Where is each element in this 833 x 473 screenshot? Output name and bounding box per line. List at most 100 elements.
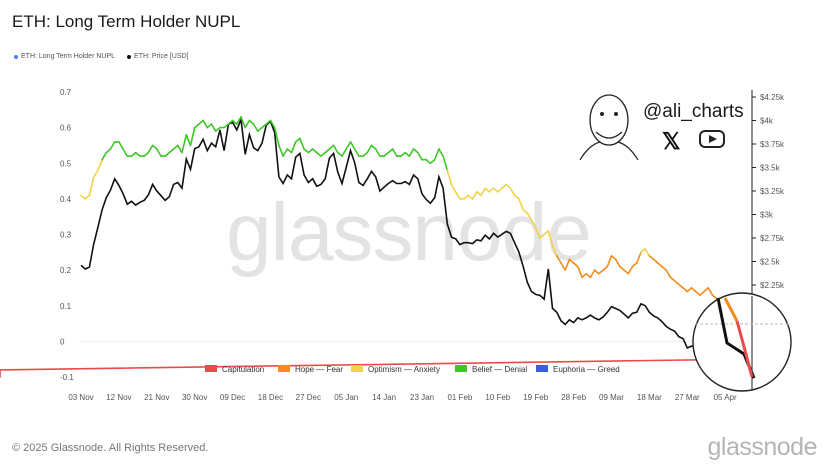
nupl-segment xyxy=(156,148,162,157)
avatar-shoulders xyxy=(579,141,639,161)
x-tick-label: 27 Mar xyxy=(675,393,700,402)
nupl-segment xyxy=(543,230,550,236)
nupl-segment xyxy=(290,141,297,154)
nupl-segment xyxy=(610,255,617,261)
legend-swatch xyxy=(455,365,467,372)
nupl-segment xyxy=(400,151,407,157)
nupl-segment xyxy=(336,151,343,157)
left-tick-label: 0.2 xyxy=(60,266,72,275)
nupl-segment xyxy=(265,119,272,125)
nupl-segment xyxy=(278,144,284,157)
right-tick-label: $4k xyxy=(760,117,774,126)
nupl-segment xyxy=(522,208,529,214)
nupl-segment xyxy=(623,269,630,275)
nupl-segment xyxy=(652,258,659,264)
x-tick-label: 18 Mar xyxy=(637,393,662,402)
legend-label: Belief — Denial xyxy=(472,365,527,374)
right-tick-label: $2.25k xyxy=(760,281,785,290)
nupl-segment xyxy=(673,279,680,286)
chart-title: ETH: Long Term Holder NUPL xyxy=(12,12,241,31)
nupl-segment xyxy=(366,144,373,154)
avatar-eye-right xyxy=(614,112,618,116)
nupl-segment xyxy=(442,155,449,172)
nupl-segment xyxy=(711,294,718,300)
nupl-segment xyxy=(425,158,432,165)
nupl-segment xyxy=(172,144,179,150)
nupl-segment xyxy=(206,123,213,129)
nupl-segment xyxy=(341,148,348,157)
nupl-segment xyxy=(353,148,360,157)
top-legend: ETH: Long Term Holder NUPL ETH: Price [U… xyxy=(14,53,188,60)
nupl-segment xyxy=(294,137,301,143)
nupl-segment xyxy=(404,151,411,157)
legend-swatch xyxy=(536,365,548,372)
nupl-segment xyxy=(223,123,230,129)
nupl-segment xyxy=(349,141,356,150)
nupl-segment xyxy=(109,141,116,150)
nupl-segment xyxy=(122,148,129,157)
x-tick-label: 14 Jan xyxy=(372,393,396,402)
right-tick-label: $2.75k xyxy=(760,234,785,243)
x-tick-label: 18 Dec xyxy=(258,393,283,402)
legend-swatch xyxy=(351,365,363,372)
avatar xyxy=(579,94,639,161)
nupl-segment xyxy=(315,151,322,157)
left-tick-label: 0.3 xyxy=(60,231,72,240)
nupl-segment xyxy=(303,148,310,154)
nupl-segment xyxy=(0,358,743,371)
nupl-segment xyxy=(471,191,478,200)
nupl-segment xyxy=(682,287,689,293)
nupl-segment xyxy=(644,248,651,257)
x-tick-label: 30 Nov xyxy=(182,393,207,402)
nupl-segment xyxy=(669,276,676,282)
legend-nupl[interactable]: ETH: Long Term Holder NUPL xyxy=(14,53,115,60)
nupl-segment xyxy=(581,272,588,279)
legend-label: Capitulation xyxy=(222,365,264,374)
nupl-segment xyxy=(496,187,503,193)
x-tick-label: 09 Dec xyxy=(220,393,245,402)
nupl-segment xyxy=(619,265,625,271)
x-logo-icon[interactable]: 𝕏 xyxy=(662,128,681,154)
nupl-segment xyxy=(438,148,444,157)
legend-label: Optimism — Anxiety xyxy=(368,365,440,374)
nupl-segment xyxy=(185,134,192,147)
nupl-segment xyxy=(143,151,150,157)
nupl-segment xyxy=(635,251,642,264)
nupl-segment xyxy=(198,119,204,125)
brand-logo: glassnode xyxy=(707,433,818,461)
nupl-segment xyxy=(488,187,495,193)
right-tick-label: $3.25k xyxy=(760,187,785,196)
nupl-segment xyxy=(513,194,520,200)
nupl-segment xyxy=(560,262,567,271)
x-tick-label: 27 Dec xyxy=(296,393,321,402)
x-tick-label: 19 Feb xyxy=(523,393,548,402)
nupl-segment xyxy=(248,119,255,125)
nupl-segment xyxy=(640,248,647,254)
nupl-segment xyxy=(450,183,457,193)
left-axis-ticks: 0.7 0.6 0.5 0.4 0.3 0.2 0.1 0 -0.1 xyxy=(60,88,74,382)
x-axis-ticks: 03 Nov 12 Nov 21 Nov 30 Nov 09 Dec 18 Dec 27 D… xyxy=(68,393,737,402)
nupl-segment xyxy=(92,169,99,179)
x-tick-label: 10 Feb xyxy=(485,393,510,402)
right-tick-label: $3.75k xyxy=(760,140,785,149)
nupl-segment xyxy=(408,148,415,157)
nupl-segment xyxy=(227,119,234,125)
nupl-segment xyxy=(677,283,684,289)
nupl-segment xyxy=(547,230,554,246)
nupl-segment xyxy=(189,126,196,147)
nupl-segment xyxy=(383,151,390,157)
left-tick-label: 0.4 xyxy=(60,195,72,204)
nupl-segment xyxy=(118,141,124,150)
legend-price[interactable]: ETH: Price [USD] xyxy=(127,53,188,60)
copyright: © 2025 Glassnode. All Rights Reserved. xyxy=(12,442,209,454)
nupl-segment xyxy=(707,287,714,296)
nupl-segment xyxy=(551,244,558,257)
nupl-segment xyxy=(694,290,701,296)
legend-label: Hope — Fear xyxy=(295,365,343,374)
youtube-icon[interactable] xyxy=(699,130,725,148)
left-tick-label: 0 xyxy=(60,337,65,346)
nupl-segment xyxy=(627,265,634,275)
social-handle[interactable]: @ali_charts xyxy=(643,101,744,122)
nupl-segment xyxy=(501,183,508,189)
nupl-segment xyxy=(151,144,158,150)
